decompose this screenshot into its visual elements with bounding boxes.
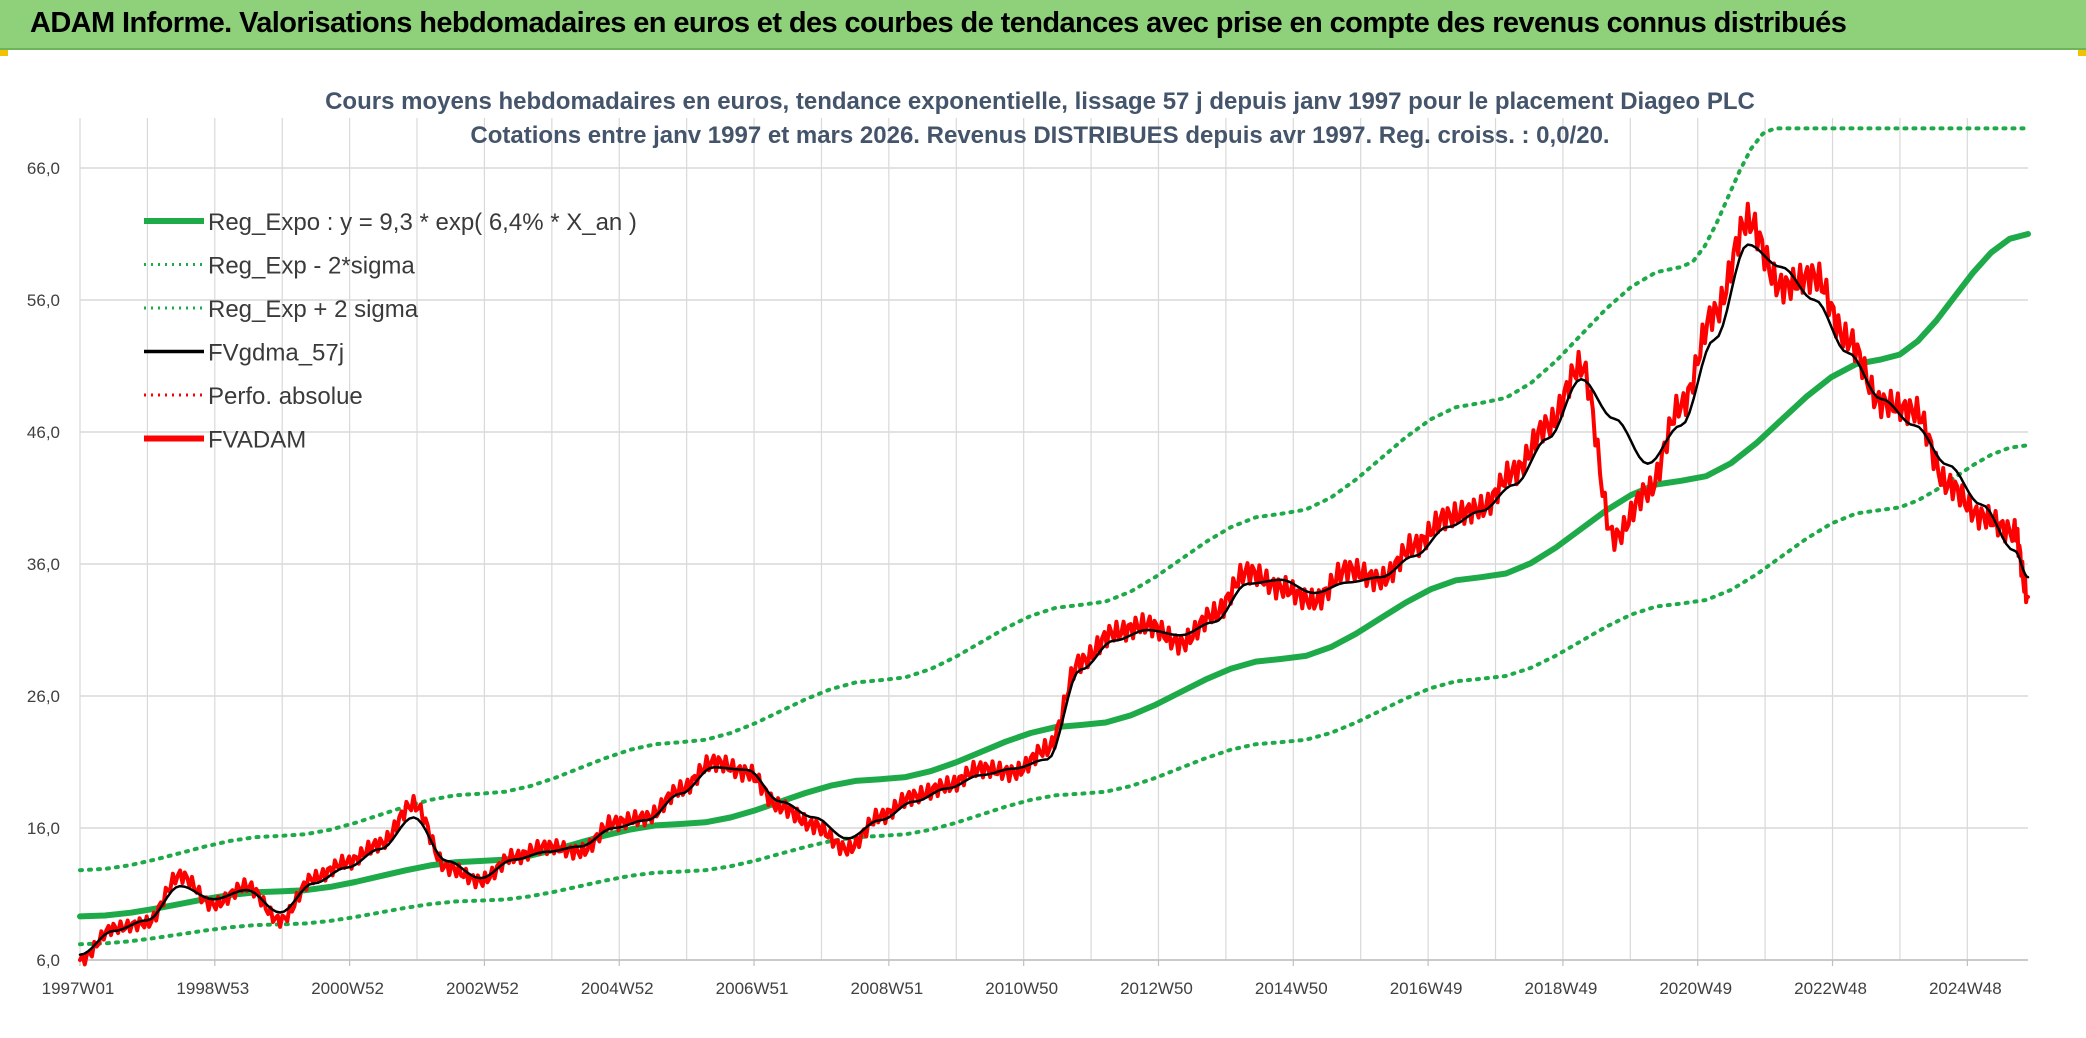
banner-corner-right (2078, 50, 2086, 56)
legend-label: FVADAM (208, 427, 306, 454)
legend-label: Reg_Expo : y = 9,3 * exp( 6,4% * X_an ) (208, 209, 637, 236)
y-tick-label: 6,0 (36, 951, 60, 970)
series-fvgdma-57j (78, 243, 2030, 956)
y-tick-label: 56,0 (27, 291, 60, 310)
legend-label: Reg_Exp - 2*sigma (208, 253, 415, 280)
y-tick-label: 46,0 (27, 423, 60, 442)
x-tick-label: 2004W52 (581, 979, 654, 998)
x-tick-label: 2008W51 (850, 979, 923, 998)
x-tick-label: 2020W49 (1659, 979, 1732, 998)
legend-label: Reg_Exp + 2 sigma (208, 296, 419, 323)
x-tick-label: 2024W48 (1929, 979, 2002, 998)
x-tick-label: 1997W01 (42, 979, 115, 998)
banner-corner-left (0, 50, 8, 56)
x-tick-label: 2006W51 (716, 979, 789, 998)
x-tick-label: 2016W49 (1390, 979, 1463, 998)
legend-label: Perfo. absolue (208, 383, 363, 410)
x-tick-label: 1998W53 (176, 979, 249, 998)
chart-legend: Reg_Expo : y = 9,3 * exp( 6,4% * X_an ) R… (144, 209, 637, 454)
report-banner: ADAM Informe. Valorisations hebdomadaire… (0, 0, 2086, 50)
x-axis-ticks: 1997W01 1998W53 2000W52 2002W52 2004W52 2006W… (42, 960, 2002, 998)
chart-title-line-2: Cotations entre janv 1997 et mars 2026. … (470, 122, 1609, 149)
y-tick-label: 16,0 (27, 819, 60, 838)
x-tick-label: 2018W49 (1525, 979, 1598, 998)
y-tick-label: 36,0 (27, 555, 60, 574)
x-tick-label: 2002W52 (446, 979, 519, 998)
y-axis-ticks: 6,0 16,0 26,0 36,0 46,0 56,0 66,0 (27, 159, 60, 970)
y-tick-label: 26,0 (27, 687, 60, 706)
legend-label: FVgdma_57j (208, 340, 344, 367)
x-tick-label: 2014W50 (1255, 979, 1328, 998)
x-tick-label: 2022W48 (1794, 979, 1867, 998)
y-tick-label: 66,0 (27, 159, 60, 178)
chart-title-line-1: Cours moyens hebdomadaires en euros, ten… (325, 88, 1755, 115)
series-reg-exp-minus-2sigma (78, 443, 2030, 947)
report-title: ADAM Informe. Valorisations hebdomadaire… (30, 7, 1847, 39)
chart-series (77, 126, 2031, 967)
series-fvadam (78, 201, 2030, 967)
x-tick-label: 2012W50 (1120, 979, 1193, 998)
series-reg-expo (77, 231, 2031, 920)
line-chart: Cours moyens hebdomadaires en euros, ten… (27, 88, 2031, 998)
x-tick-label: 2000W52 (311, 979, 384, 998)
x-tick-label: 2010W50 (985, 979, 1058, 998)
